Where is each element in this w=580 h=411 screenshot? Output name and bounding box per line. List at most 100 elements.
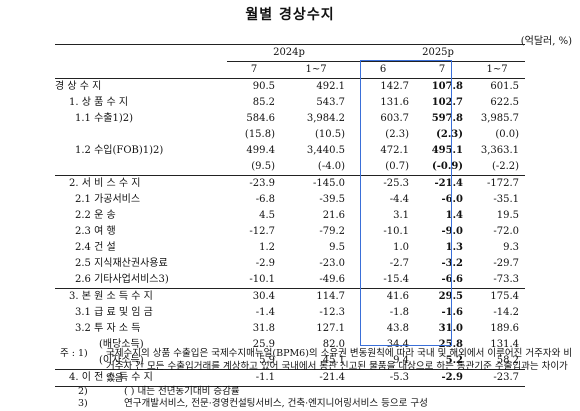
table-row: 3.1 급 료 및 임 금 -1.4 -12.3 -1.8 -1.6 -14.2 bbox=[55, 305, 525, 321]
cell-value: -21.4 bbox=[415, 175, 470, 192]
table-row: 경 상 수 지 90.5 492.1 142.7 107.8 601.5 bbox=[55, 79, 525, 96]
cell-value: 29.5 bbox=[415, 288, 470, 305]
table-row: 2.6 기타사업서비스3) -10.1 -49.6 -15.4 -6.6 -73.3 bbox=[55, 272, 525, 289]
footnote-text: 연구개발서비스, 전문·경영컨설팅서비스, 건축·엔지니어링서비스 등으로 구성 bbox=[124, 398, 428, 409]
cell-value: 3,440.5 bbox=[306, 145, 346, 156]
cell-value: -1.4 bbox=[255, 307, 275, 318]
cell-value: 1.4 bbox=[445, 210, 464, 221]
row-label: 2.3 여 행 bbox=[75, 226, 116, 237]
cell-value: -10.1 bbox=[383, 226, 410, 237]
cell-value: 85.2 bbox=[252, 97, 275, 108]
row-label: 경 상 수 지 bbox=[55, 81, 102, 92]
cell-value: 9.3 bbox=[503, 242, 520, 253]
cell-value: 131.6 bbox=[380, 97, 410, 108]
table-row: 3. 본 원 소 득 수 지 30.4 114.7 41.6 29.5 175.4 bbox=[55, 288, 526, 305]
cell-value: -10.1 bbox=[249, 274, 275, 285]
cell-value: (-4.0) bbox=[317, 161, 346, 172]
footnote-mark: 3) bbox=[78, 398, 88, 409]
row-label bbox=[55, 159, 227, 176]
month-header: 7 bbox=[415, 61, 470, 79]
row-label: 1.1 수출1)2) bbox=[75, 113, 134, 124]
table-row: 2.3 여 행 -12.7 -79.2 -10.1 -9.0 -72.0 bbox=[55, 224, 525, 240]
cell-value: -172.7 bbox=[469, 175, 526, 192]
cell-value: -12.3 bbox=[319, 307, 346, 318]
unit-label: (억달러, %) bbox=[520, 36, 572, 47]
cell-value: -9.0 bbox=[441, 226, 464, 237]
cell-value: -23.7 bbox=[469, 369, 526, 387]
cell-value: 1.3 bbox=[445, 242, 464, 253]
cell-value: 114.7 bbox=[281, 288, 352, 305]
row-label: 2.2 운 송 bbox=[75, 210, 116, 221]
cell-value: 102.7 bbox=[431, 97, 464, 108]
cell-value: 3,985.7 bbox=[480, 113, 520, 124]
cell-value: -3.2 bbox=[441, 258, 464, 269]
cell-value: 25.9 bbox=[252, 339, 275, 350]
cell-value: 34.4 bbox=[386, 339, 410, 350]
header-month-row: 7 1~7 6 7 1~7 bbox=[55, 61, 526, 79]
cell-value: -25.3 bbox=[351, 175, 416, 192]
cell-value: 189.6 bbox=[490, 323, 520, 334]
cell-value: 1.2 bbox=[259, 242, 275, 253]
table-row: 2. 서 비 스 수 지 -23.9 -145.0 -25.3 -21.4 -172.7 bbox=[55, 175, 526, 192]
cell-value: 5.2 bbox=[445, 355, 464, 366]
cell-value: 492.1 bbox=[316, 81, 346, 92]
table-row: (이자소득) 5.9 45.1 9.4 5.2 58.2 bbox=[55, 353, 525, 370]
month-header: 1~7 bbox=[469, 61, 526, 79]
footnote-text: ( ) 내는 전년동기대비 증감률 bbox=[124, 385, 240, 397]
row-label: 3. 본 원 소 득 수 지 bbox=[55, 288, 227, 305]
cell-value: 43.8 bbox=[386, 323, 410, 334]
table-row: 1.2 수입(FOB)1)2) 499.4 3,440.5 472.1 495.1 3,3… bbox=[55, 143, 525, 159]
header-blank bbox=[55, 61, 227, 79]
cell-value: 175.4 bbox=[469, 288, 526, 305]
cell-value: -145.0 bbox=[281, 175, 352, 192]
row-label: 2.4 건 설 bbox=[75, 242, 116, 253]
cell-value: (0.7) bbox=[385, 161, 410, 172]
cell-value: 499.4 bbox=[246, 145, 275, 156]
cell-value: 82.0 bbox=[322, 339, 346, 350]
table-row: 2.1 가공서비스 -6.8 -39.5 -4.4 -6.0 -35.1 bbox=[55, 192, 525, 208]
table-row: 2.4 건 설 1.2 9.5 1.0 1.3 9.3 bbox=[55, 240, 525, 256]
row-label: 1. 상 품 수 지 bbox=[69, 97, 129, 108]
cell-value: -6.6 bbox=[441, 274, 464, 285]
year-header: 2024p bbox=[227, 44, 352, 62]
cell-value: -1.8 bbox=[389, 307, 410, 318]
cell-value: -21.4 bbox=[281, 369, 352, 387]
table-row: (배당소득) 25.9 82.0 34.4 25.8 131.4 bbox=[55, 337, 525, 353]
cell-value: 30.4 bbox=[227, 288, 281, 305]
cell-value: 622.5 bbox=[490, 97, 520, 108]
cell-value: 495.1 bbox=[431, 145, 464, 156]
header-year-row: 2024p 2025p bbox=[55, 44, 526, 62]
cell-value: -14.2 bbox=[493, 307, 520, 318]
table-row: 2.2 운 송 4.5 21.6 3.1 1.4 19.5 bbox=[55, 208, 525, 224]
table-row: 3.2 투 자 소 득 31.8 127.1 43.8 31.0 189.6 bbox=[55, 321, 525, 337]
table-row: 4. 이 전 소 득 수 지 -1.1 -21.4 -5.3 -2.9 -23.7 bbox=[55, 369, 526, 387]
cell-value: (2.3) bbox=[436, 129, 464, 140]
footnote-mark: 2) bbox=[78, 385, 88, 397]
cell-value: -35.1 bbox=[493, 194, 520, 205]
cell-value: 472.1 bbox=[380, 145, 410, 156]
month-header: 1~7 bbox=[281, 61, 352, 79]
table-row: (15.8) (10.5) (2.3) (2.3) (0.0) bbox=[55, 127, 525, 143]
row-label: 2. 서 비 스 수 지 bbox=[55, 175, 227, 192]
row-label: 2.6 기타사업서비스3) bbox=[75, 274, 169, 285]
table-row: 1.1 수출1)2) 584.6 3,984.2 603.7 597.8 3,985.7 bbox=[55, 111, 525, 127]
cell-value: -5.3 bbox=[351, 369, 416, 387]
footnote: 3) 연구개발서비스, 전문·경영컨설팅서비스, 건축·엔지니어링서비스 등으로 … bbox=[60, 398, 575, 411]
cell-value: 127.1 bbox=[316, 323, 346, 334]
cell-value: 601.5 bbox=[490, 81, 520, 92]
cell-value: 3,984.2 bbox=[306, 113, 346, 124]
cell-value: 543.7 bbox=[316, 97, 346, 108]
cell-value: 131.4 bbox=[490, 339, 520, 350]
cell-value: 9.5 bbox=[329, 242, 346, 253]
cell-value: 603.7 bbox=[380, 113, 410, 124]
cell-value: 58.2 bbox=[496, 355, 520, 366]
cell-value: -12.7 bbox=[249, 226, 275, 237]
row-label bbox=[55, 127, 227, 143]
footnote: 주 : 1) 국제수지의 상품 수출입은 국제수지매뉴얼(BPM6)의 소유권 변… bbox=[60, 348, 575, 386]
cell-value: 19.5 bbox=[496, 210, 520, 221]
row-label: 2.1 가공서비스 bbox=[75, 194, 141, 205]
row-label: (이자소득) bbox=[99, 355, 144, 366]
header-blank bbox=[55, 44, 227, 62]
row-label: (배당소득) bbox=[99, 339, 144, 350]
cell-value: (0.0) bbox=[495, 129, 520, 140]
